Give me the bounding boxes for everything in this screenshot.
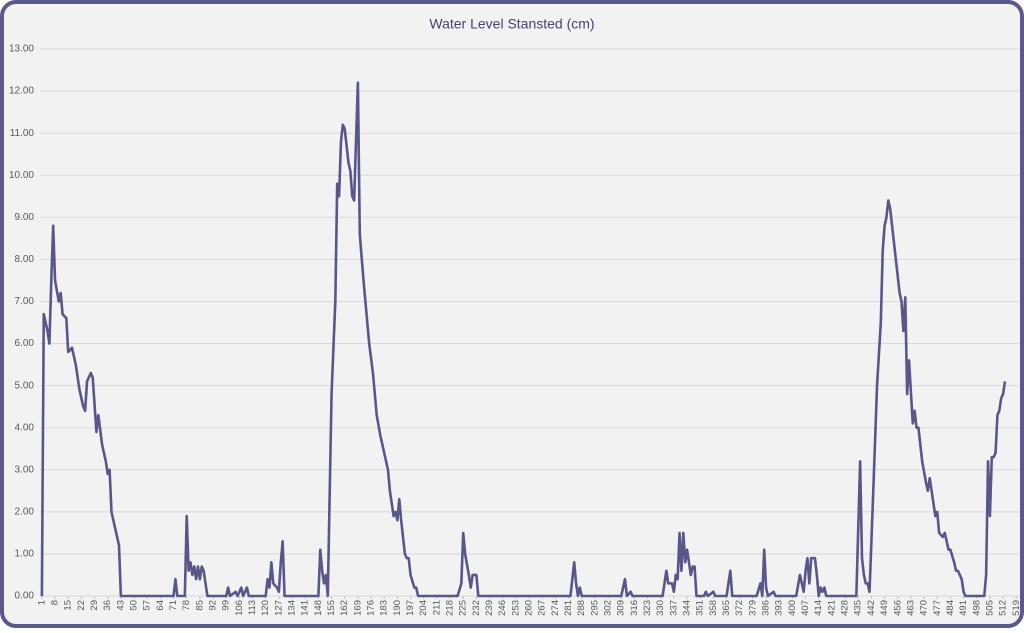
x-tick-label: 442 bbox=[866, 600, 877, 616]
x-tick-label: 85 bbox=[194, 600, 205, 611]
x-tick-label: 64 bbox=[155, 600, 166, 611]
y-tick-label: 13.00 bbox=[9, 44, 34, 55]
x-tick-label: 71 bbox=[168, 600, 179, 611]
x-tick-label: 204 bbox=[418, 600, 429, 616]
x-tick-label: 8 bbox=[50, 600, 61, 605]
x-tick-label: 29 bbox=[89, 600, 100, 611]
x-tick-label: 358 bbox=[708, 600, 719, 616]
y-tick-label: 11.00 bbox=[10, 128, 35, 139]
y-tick-label: 7.00 bbox=[15, 296, 35, 307]
x-tick-label: 295 bbox=[589, 600, 600, 616]
x-tick-label: 393 bbox=[774, 600, 785, 616]
y-tick-label: 12.00 bbox=[9, 86, 34, 97]
x-tick-label: 197 bbox=[405, 600, 416, 616]
y-tick-label: 8.00 bbox=[15, 254, 35, 265]
chart-title: Water Level Stansted (cm) bbox=[429, 16, 594, 32]
x-tick-label: 491 bbox=[958, 600, 969, 616]
x-tick-label: 267 bbox=[537, 600, 548, 616]
x-tick-label: 330 bbox=[655, 600, 666, 616]
x-tick-label: 127 bbox=[273, 600, 284, 616]
x-tick-label: 323 bbox=[642, 600, 653, 616]
x-tick-label: 113 bbox=[247, 600, 258, 615]
x-tick-label: 246 bbox=[497, 600, 508, 616]
x-tick-label: 365 bbox=[721, 600, 732, 616]
y-tick-label: 1.00 bbox=[15, 549, 35, 560]
x-tick-label: 302 bbox=[603, 600, 614, 616]
plot bbox=[40, 81, 1007, 598]
x-tick-label: 421 bbox=[826, 600, 837, 616]
x-tick-label: 484 bbox=[945, 600, 956, 616]
x-tick-label: 36 bbox=[102, 600, 113, 611]
y-tick-label: 4.00 bbox=[15, 422, 35, 433]
x-tick-label: 449 bbox=[879, 600, 890, 616]
x-tick-label: 190 bbox=[392, 600, 403, 616]
x-tick-label: 169 bbox=[352, 600, 363, 616]
x-tick-label: 50 bbox=[129, 600, 140, 611]
x-tick-label: 148 bbox=[313, 600, 324, 616]
x-tick-label: 120 bbox=[260, 600, 271, 616]
x-tick-label: 162 bbox=[339, 600, 350, 616]
x-tick-label: 22 bbox=[76, 600, 87, 611]
y-tick-label: 0.00 bbox=[15, 591, 35, 602]
x-tick-label: 281 bbox=[563, 600, 574, 616]
y-tick-label: 5.00 bbox=[15, 380, 35, 391]
x-tick-label: 1 bbox=[36, 600, 47, 605]
x-tick-label: 351 bbox=[695, 600, 706, 616]
x-tick-label: 288 bbox=[576, 600, 587, 616]
y-tick-label: 10.00 bbox=[9, 170, 34, 181]
x-tick-label: 337 bbox=[668, 600, 679, 616]
x-tick-label: 99 bbox=[221, 600, 232, 611]
x-tick-label: 344 bbox=[682, 600, 693, 616]
x-tick-label: 260 bbox=[524, 600, 535, 616]
x-tick-label: 372 bbox=[734, 600, 745, 616]
y-tick-label: 9.00 bbox=[15, 212, 35, 223]
x-tick-label: 92 bbox=[208, 600, 219, 611]
x-tick-label: 407 bbox=[800, 600, 811, 616]
x-tick-label: 218 bbox=[445, 600, 456, 616]
y-tick-label: 6.00 bbox=[15, 338, 35, 349]
x-tick-label: 239 bbox=[484, 600, 495, 616]
x-tick-label: 386 bbox=[761, 600, 772, 616]
x-tick-label: 253 bbox=[510, 600, 521, 616]
grid bbox=[40, 48, 1020, 599]
x-tick-label: 176 bbox=[366, 600, 377, 616]
x-tick-label: 211 bbox=[431, 600, 442, 615]
x-tick-label: 463 bbox=[905, 600, 916, 616]
x-tick-label: 309 bbox=[616, 600, 627, 616]
x-tick-label: 435 bbox=[853, 600, 864, 616]
x-tick-label: 400 bbox=[787, 600, 798, 616]
x-tick-label: 456 bbox=[892, 600, 903, 616]
x-tick-label: 232 bbox=[471, 600, 482, 616]
x-tick-label: 505 bbox=[984, 600, 995, 616]
x-tick-label: 225 bbox=[458, 600, 469, 616]
x-tick-label: 78 bbox=[181, 600, 192, 611]
x-tick-label: 470 bbox=[919, 600, 930, 616]
x-tick-label: 498 bbox=[971, 600, 982, 616]
y-tick-label: 2.00 bbox=[15, 506, 35, 517]
x-tick-label: 379 bbox=[747, 600, 758, 616]
x-tick-label: 519 bbox=[1011, 600, 1022, 616]
x-tick-label: 43 bbox=[115, 600, 126, 611]
x-tick-label: 183 bbox=[379, 600, 390, 616]
y-tick-label: 3.00 bbox=[15, 464, 35, 475]
x-tick-label: 57 bbox=[142, 600, 153, 611]
x-tick-label: 512 bbox=[998, 600, 1009, 616]
x-tick-label: 106 bbox=[234, 600, 245, 616]
x-tick-label: 316 bbox=[629, 600, 640, 616]
data-line bbox=[40, 81, 1007, 598]
x-tick-label: 274 bbox=[550, 600, 561, 616]
x-tick-label: 477 bbox=[932, 600, 943, 616]
x-tick-label: 414 bbox=[813, 600, 824, 616]
x-tick-label: 134 bbox=[287, 600, 298, 616]
x-tick-label: 141 bbox=[300, 600, 311, 616]
x-tick-label: 155 bbox=[326, 600, 337, 616]
x-tick-label: 428 bbox=[840, 600, 851, 616]
x-tick-label: 15 bbox=[63, 600, 74, 611]
